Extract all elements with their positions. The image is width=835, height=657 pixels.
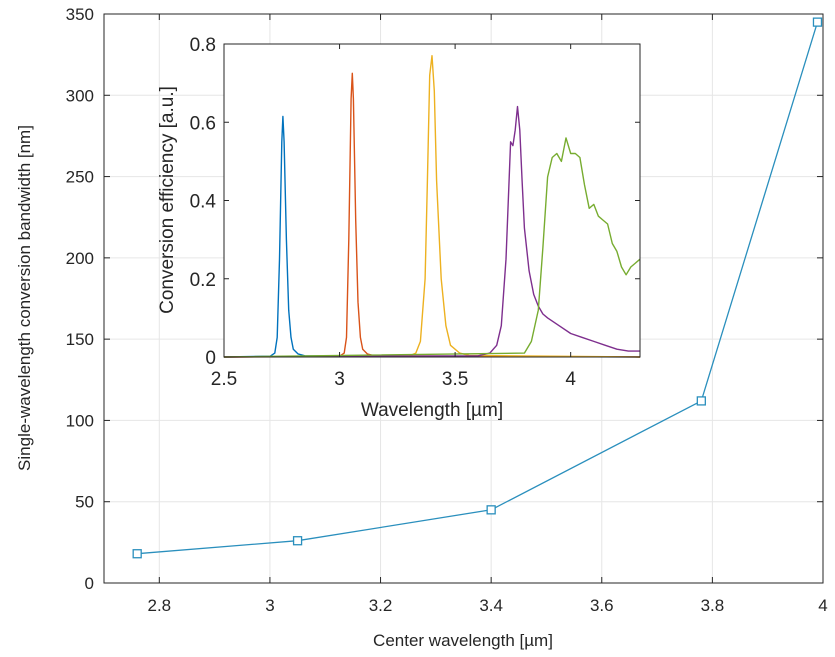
- main-series: [132, 17, 823, 559]
- inset-series: [223, 55, 641, 358]
- main-y-tick-label: 100: [66, 411, 94, 430]
- main-y-tick-label: 50: [75, 493, 94, 512]
- main-plot-frame: [103, 13, 824, 584]
- inset-x-tick-label: 4: [565, 369, 576, 390]
- inset-y-axis-title: Conversion efficiency [a.u.]: [157, 86, 178, 314]
- main-x-axis-title: Center wavelength [µm]: [373, 631, 553, 650]
- main-y-tick-label: 200: [66, 249, 94, 268]
- main-y-tick-label: 350: [66, 5, 94, 24]
- main-data-point: [812, 17, 823, 27]
- main-y-tick-label: 150: [66, 330, 94, 349]
- main-data-point: [696, 396, 706, 406]
- main-y-tick-label: 0: [85, 574, 94, 593]
- inset-y-tick-label: 0.2: [190, 270, 216, 291]
- inset-x-tick-label: 3: [334, 369, 345, 390]
- inset-y-tick-label: 0.8: [190, 35, 216, 56]
- main-x-tick-label: 3: [265, 596, 274, 615]
- main-data-point: [486, 505, 496, 515]
- main-y-tick-label: 250: [66, 168, 94, 187]
- inset-ticks: 2.5 3 3.5 4 0 0.2 0.4 0.6 0.8: [190, 35, 640, 390]
- inset-x-axis-title: Wavelength [µm]: [361, 400, 503, 421]
- inset-y-tick-label: 0.6: [190, 113, 216, 134]
- inset-plot: 2.5 3 3.5 4 0 0.2 0.4 0.6 0.8 Wavelength [µm] Co…: [157, 35, 641, 421]
- inset-series-line-1: [223, 115, 641, 358]
- main-data-point: [292, 536, 303, 546]
- main-ticks: 2.8 3 3.2 3.4 3.6 3.8 4 0 50 100 150 200 250 300 350: [66, 5, 828, 615]
- inset-series-line-5: [223, 137, 641, 358]
- main-x-tick-label: 4: [818, 596, 827, 615]
- inset-y-tick-label: 0.4: [190, 192, 217, 213]
- inset-plot-background: [224, 44, 640, 357]
- inset-x-tick-label: 3.5: [442, 369, 468, 390]
- main-x-tick-label: 3.2: [369, 596, 393, 615]
- main-y-tick-label: 300: [66, 86, 94, 105]
- main-x-tick-label: 3.4: [479, 596, 503, 615]
- inset-series-line-3: [223, 55, 641, 358]
- inset-x-tick-label: 2.5: [211, 369, 237, 390]
- inset-series-line-2: [223, 72, 641, 358]
- inset-series-line-4: [223, 105, 640, 358]
- main-data-point: [132, 549, 142, 559]
- main-x-tick-label: 3.8: [701, 596, 725, 615]
- main-x-tick-label: 2.8: [147, 596, 171, 615]
- main-x-tick-label: 3.6: [590, 596, 614, 615]
- main-y-axis-title: Single-wavelength conversion bandwidth […: [15, 125, 34, 471]
- inset-y-tick-label: 0: [205, 348, 216, 369]
